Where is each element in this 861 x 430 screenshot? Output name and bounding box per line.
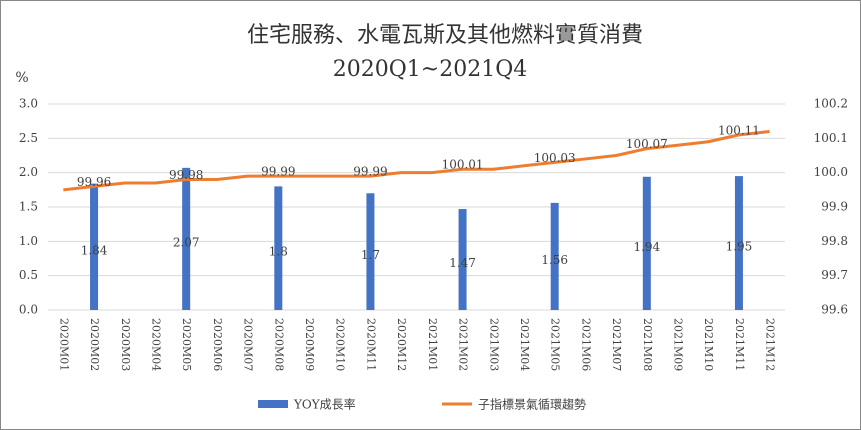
x-tick-label: 2020M05	[180, 318, 193, 371]
chart-subtitle: 2020Q1~2021Q4	[333, 57, 527, 82]
bar	[366, 193, 375, 310]
y2-tick-label: 100.2	[814, 97, 848, 111]
legend-label: 子指標景氣循環趨勢	[478, 397, 586, 412]
data-label: 2.07	[173, 235, 200, 249]
bar	[550, 202, 559, 310]
data-label: 100.01	[442, 158, 484, 172]
y-tick-label: 1.0	[19, 234, 38, 248]
data-label: 1.56	[541, 253, 568, 267]
data-label: 99.99	[353, 165, 387, 179]
legend-label: YOY成長率	[293, 397, 356, 412]
data-label: 100.07	[626, 137, 668, 151]
y2-tick-label: 99.6	[821, 303, 848, 317]
data-label: 1.47	[449, 256, 476, 270]
x-tick-label: 2020M11	[364, 318, 377, 371]
data-label: 1.94	[633, 240, 660, 254]
y-tick-label: 0.0	[19, 303, 38, 317]
x-tick-label: 2021M09	[672, 318, 685, 371]
data-label: 1.7	[361, 248, 380, 262]
data-label: 1.95	[726, 240, 753, 254]
x-tick-label: 2021M11	[733, 318, 746, 371]
data-label: 100.03	[534, 151, 576, 165]
x-tick-label: 2020M09	[303, 318, 316, 371]
x-tick-label: 2021M07	[610, 318, 623, 371]
x-tick-label: 2020M06	[211, 318, 224, 371]
y-tick-label: 1.5	[19, 200, 38, 214]
bar	[642, 176, 651, 310]
data-label: 1.84	[81, 243, 108, 257]
y-axis-label: %	[15, 70, 28, 86]
x-tick-label: 2021M03	[487, 318, 500, 371]
bar	[734, 176, 743, 310]
x-tick-label: 2020M01	[57, 318, 70, 371]
bar	[274, 186, 283, 310]
data-label: 99.96	[77, 175, 111, 189]
y2-tick-label: 100.0	[814, 165, 848, 179]
line	[63, 129, 770, 192]
x-tick-label: 2021M10	[702, 318, 715, 371]
x-tick-label: 2021M01	[426, 318, 439, 371]
bar	[458, 209, 467, 310]
y2-tick-label: 100.1	[814, 131, 848, 145]
y-tick-label: 3.0	[19, 97, 38, 111]
x-tick-label: 2021M02	[457, 318, 470, 371]
chart-title: 住宅服務、水電瓦斯及其他燃料實質消費	[247, 23, 643, 48]
bar	[182, 167, 191, 310]
x-tick-label: 2021M08	[641, 318, 654, 371]
x-tick-label: 2021M12	[764, 318, 777, 371]
x-tick-label: 2021M05	[549, 318, 562, 371]
x-tick-label: 2020M07	[242, 318, 255, 371]
x-tick-label: 2021M06	[579, 318, 592, 371]
x-tick-label: 2021M04	[518, 318, 531, 371]
x-tick-label: 2020M10	[334, 318, 347, 371]
data-label: 100.11	[718, 123, 760, 137]
data-label: 99.98	[169, 168, 203, 182]
x-tick-label: 2020M04	[149, 318, 162, 371]
y2-tick-label: 99.9	[821, 200, 848, 214]
bar	[90, 183, 99, 310]
data-label: 1.8	[269, 245, 288, 259]
y2-tick-label: 99.7	[821, 268, 848, 282]
data-label: 99.99	[261, 165, 295, 179]
x-tick-label: 2020M08	[272, 318, 285, 371]
legend-swatch	[258, 400, 288, 408]
y-tick-label: 0.5	[19, 268, 38, 282]
y2-tick-label: 99.8	[821, 234, 848, 248]
x-tick-label: 2020M02	[88, 318, 101, 371]
y-tick-label: 2.0	[19, 165, 38, 179]
y-tick-label: 2.5	[19, 131, 38, 145]
x-tick-label: 2020M03	[119, 318, 132, 371]
x-tick-label: 2020M12	[395, 318, 408, 371]
